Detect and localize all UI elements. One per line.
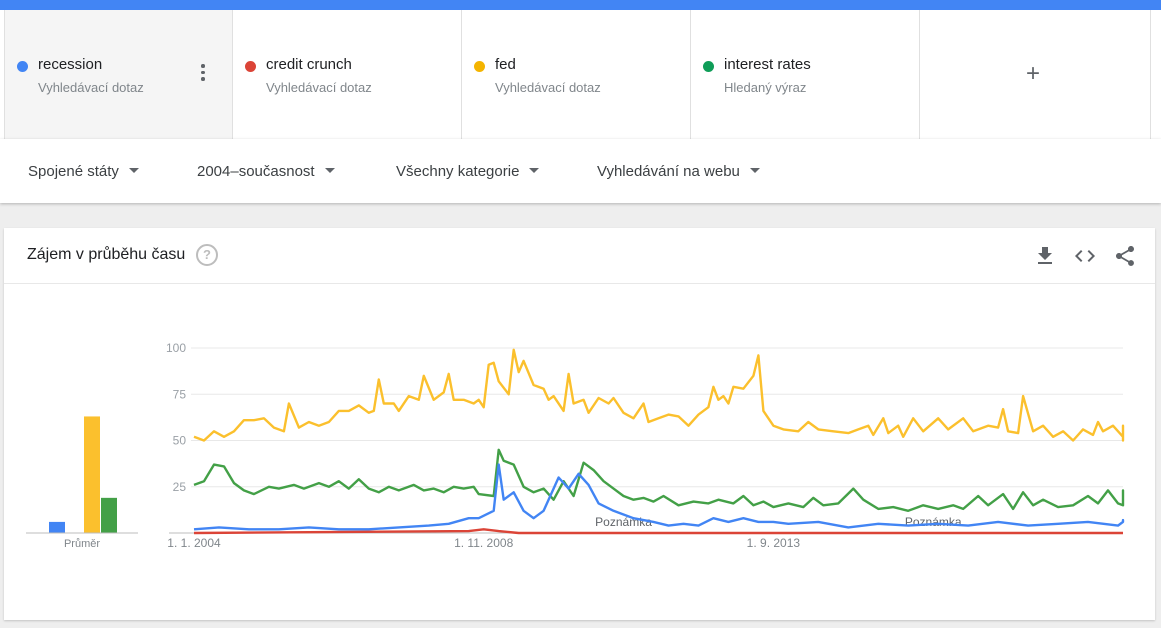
series-line-interest-rates[interactable] — [193, 448, 1125, 512]
y-tick-label: 75 — [173, 387, 187, 401]
plus-icon: + — [1026, 60, 1041, 87]
term-type: Vyhledávací dotaz — [266, 80, 372, 95]
average-label: Průměr — [64, 538, 100, 550]
caret-down-icon — [529, 167, 540, 173]
term-name: credit crunch — [266, 56, 352, 73]
category-dropdown[interactable]: Všechny kategorie — [396, 163, 540, 180]
y-tick-label: 50 — [173, 434, 187, 448]
average-bar-recession — [49, 521, 65, 533]
add-term-button[interactable]: + — [920, 10, 1151, 139]
download-icon[interactable] — [1033, 244, 1057, 268]
share-icon[interactable] — [1113, 244, 1137, 268]
comparison-terms: recession Vyhledávací dotaz credit crunc… — [0, 10, 1161, 140]
term-name: recession — [38, 56, 103, 73]
filter-bar: Spojené státy 2004–současnost Všechny ka… — [0, 139, 1161, 203]
term-name: interest rates — [724, 56, 811, 73]
time-dropdown[interactable]: 2004–současnost — [197, 163, 335, 180]
caret-down-icon — [749, 167, 760, 173]
term-name: fed — [495, 56, 516, 73]
term-credit-crunch[interactable]: credit crunch Vyhledávací dotaz — [233, 10, 462, 139]
card-title: Zájem v průběhu času — [27, 246, 186, 263]
more-vert-icon[interactable] — [201, 64, 207, 84]
average-bar-fed — [84, 416, 100, 533]
term-color-dot — [703, 61, 714, 72]
region-dropdown[interactable]: Spojené státy — [28, 163, 139, 180]
series-line-recession[interactable] — [193, 463, 1125, 531]
help-icon[interactable]: ? — [196, 244, 218, 266]
series-line-fed[interactable] — [193, 348, 1125, 442]
region-dropdown-label: Spojené státy — [28, 163, 119, 180]
search-type-dropdown[interactable]: Vyhledávání na webu — [597, 163, 760, 180]
x-tick-label: 1. 11. 2008 — [454, 536, 513, 550]
term-fed[interactable]: fed Vyhledávací dotaz — [462, 10, 691, 139]
interest-over-time-card: Zájem v průběhu času ? Průměr 25 50 75 100 … — [4, 228, 1155, 620]
term-color-dot — [17, 61, 28, 72]
term-type: Hledaný výraz — [724, 80, 807, 95]
annotation-label[interactable]: Poznámka — [905, 515, 962, 529]
average-bar-chart: Průměr — [26, 416, 138, 550]
annotation-label[interactable]: Poznámka — [595, 515, 652, 529]
y-tick-label: 25 — [173, 480, 187, 494]
term-color-dot — [474, 61, 485, 72]
average-bar-interest-rates — [101, 497, 117, 533]
time-dropdown-label: 2004–současnost — [197, 163, 315, 180]
term-type: Vyhledávací dotaz — [495, 80, 601, 95]
card-header: Zájem v průběhu času ? — [4, 228, 1155, 284]
search-type-dropdown-label: Vyhledávání na webu — [597, 163, 740, 180]
term-recession[interactable]: recession Vyhledávací dotaz — [4, 10, 233, 139]
x-tick-label: 1. 9. 2013 — [747, 536, 801, 550]
series-line-credit-crunch[interactable] — [193, 528, 1123, 535]
interest-over-time-chart[interactable]: 25 50 75 100 1. 1. 2004 1. 11. 2008 1. 9. 201… — [4, 228, 1155, 620]
term-color-dot — [245, 61, 256, 72]
term-interest-rates[interactable]: interest rates Hledaný výraz — [691, 10, 920, 139]
caret-down-icon — [324, 167, 335, 173]
y-tick-label: 100 — [166, 341, 186, 355]
embed-icon[interactable] — [1073, 244, 1097, 268]
top-accent-bar — [0, 0, 1161, 10]
term-type: Vyhledávací dotaz — [38, 80, 144, 95]
caret-down-icon — [128, 167, 139, 173]
x-tick-label: 1. 1. 2004 — [167, 536, 221, 550]
category-dropdown-label: Všechny kategorie — [396, 163, 520, 180]
